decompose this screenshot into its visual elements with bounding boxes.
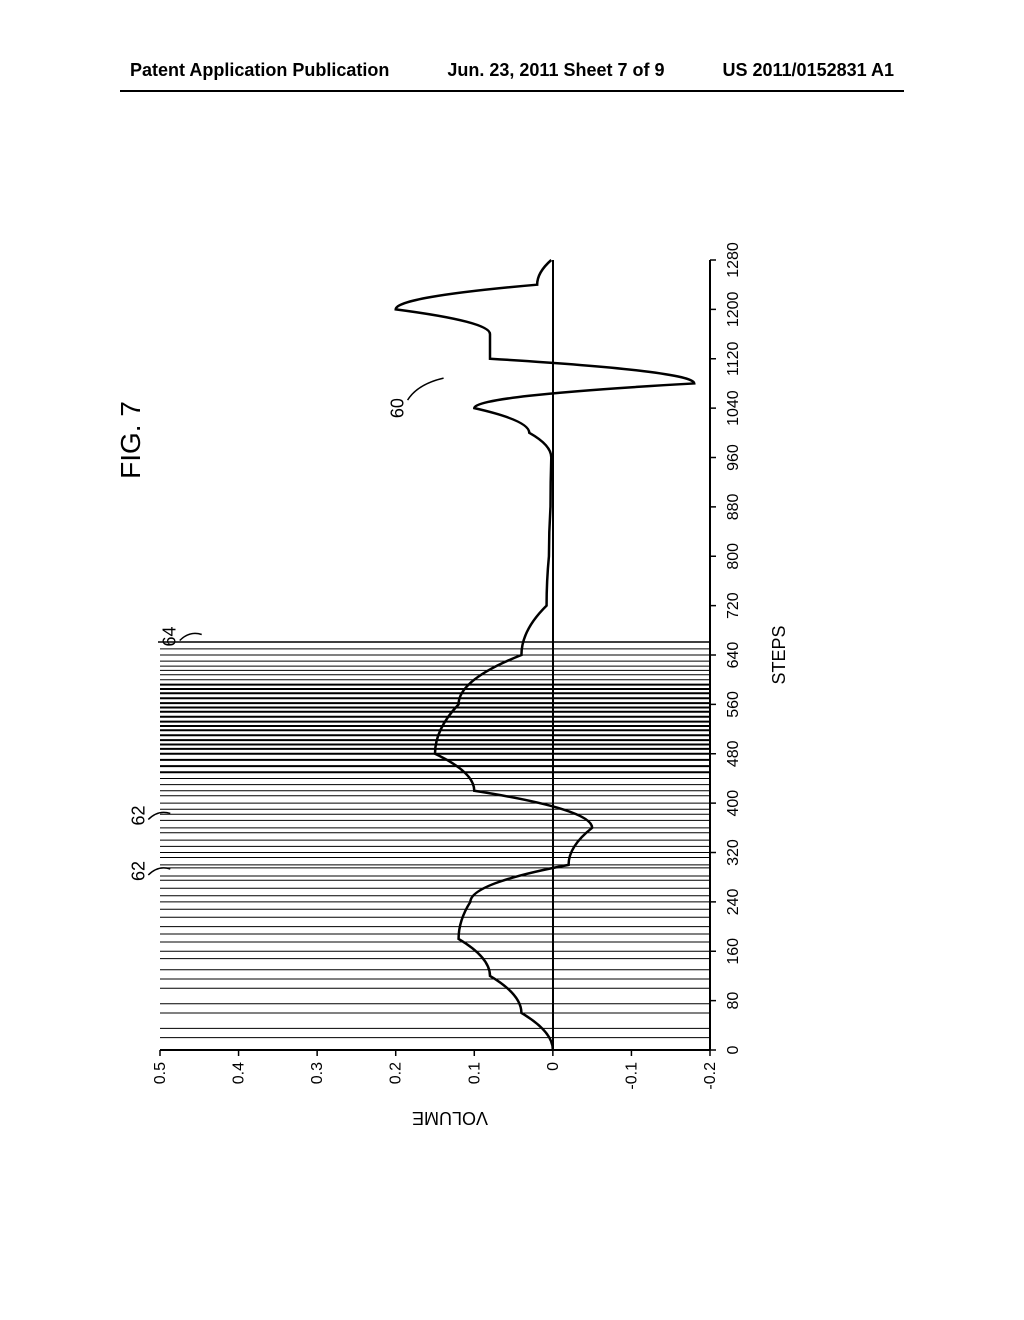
svg-text:720: 720: [725, 592, 742, 619]
y-ticks: -0.2 -0.1 0 0.1 0.2 0.3 0.4 0.5: [152, 1050, 719, 1090]
patent-header: Patent Application Publication Jun. 23, …: [0, 60, 1024, 81]
svg-text:0: 0: [545, 1062, 562, 1071]
svg-text:0.3: 0.3: [309, 1062, 326, 1084]
x-ticks: 0 80 160 240 320 400 480 560 640 720 800 880 960 1040…: [710, 242, 742, 1054]
x-axis-label: STEPS: [769, 625, 789, 684]
svg-text:400: 400: [725, 790, 742, 817]
svg-text:0.1: 0.1: [466, 1062, 483, 1084]
y-axis-label: VOLUME: [412, 1108, 488, 1128]
svg-text:64: 64: [160, 626, 180, 646]
svg-text:62: 62: [128, 805, 148, 825]
svg-text:0: 0: [725, 1045, 742, 1054]
svg-text:60: 60: [388, 398, 408, 418]
svg-text:320: 320: [725, 839, 742, 866]
svg-text:1120: 1120: [725, 341, 742, 376]
svg-text:560: 560: [725, 691, 742, 718]
svg-text:-0.1: -0.1: [623, 1062, 640, 1090]
svg-text:640: 640: [725, 642, 742, 669]
svg-text:0.5: 0.5: [152, 1062, 169, 1084]
svg-text:1200: 1200: [725, 291, 742, 327]
header-left: Patent Application Publication: [130, 60, 389, 81]
svg-text:0.4: 0.4: [231, 1062, 248, 1084]
figure-7-chart: -0.2-0.100.10.20.30.40.5 080160240320400…: [20, 300, 960, 1040]
svg-text:0.2: 0.2: [388, 1062, 405, 1084]
hatched-vertical-lines: [160, 649, 710, 1038]
svg-text:80: 80: [725, 992, 742, 1010]
svg-text:1040: 1040: [725, 390, 742, 426]
header-center: Jun. 23, 2011 Sheet 7 of 9: [447, 60, 664, 81]
annotations: 62 62 64 60: [128, 378, 443, 881]
svg-text:62: 62: [128, 861, 148, 881]
svg-text:160: 160: [725, 938, 742, 965]
svg-text:880: 880: [725, 493, 742, 520]
header-right: US 2011/0152831 A1: [723, 60, 894, 81]
chart-svg: -0.2 -0.1 0 0.1 0.2 0.3 0.4 0.5 0 80 160 240 320 400…: [120, 200, 860, 1140]
svg-text:1280: 1280: [725, 242, 742, 278]
figure-title: FIG. 7: [120, 401, 146, 479]
svg-text:240: 240: [725, 888, 742, 915]
svg-text:960: 960: [725, 444, 742, 471]
svg-text:800: 800: [725, 543, 742, 570]
header-rule: [120, 90, 904, 92]
svg-text:480: 480: [725, 740, 742, 767]
svg-text:-0.2: -0.2: [702, 1062, 719, 1090]
